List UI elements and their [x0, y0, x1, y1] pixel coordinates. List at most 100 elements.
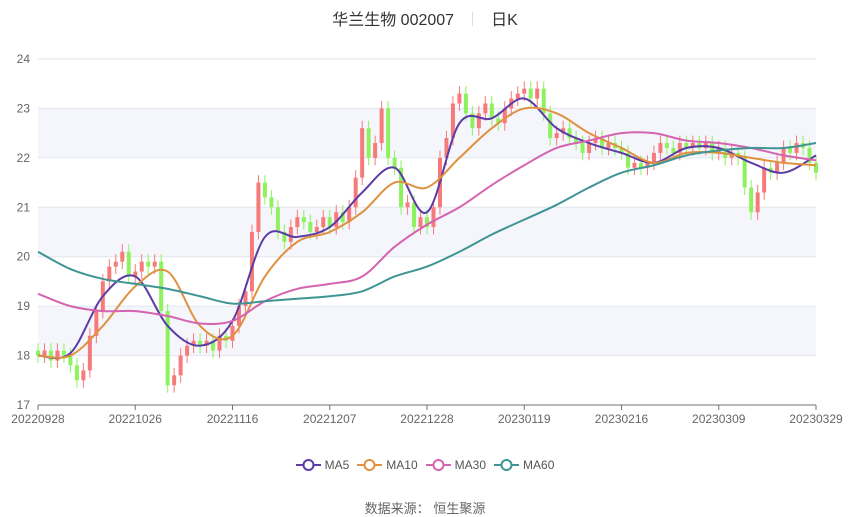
candle-up — [418, 217, 423, 228]
candle-down — [126, 251, 131, 277]
candle-up — [515, 93, 520, 99]
candle-down — [638, 162, 643, 168]
candle-up — [204, 340, 209, 346]
y-tick-label: 17 — [17, 398, 31, 412]
x-tick-label: 20220928 — [11, 412, 65, 426]
candle-up — [606, 143, 611, 148]
candle-down — [574, 138, 579, 144]
candle-down — [308, 222, 313, 232]
candle-down — [68, 355, 73, 366]
legend-marker-icon — [425, 459, 451, 471]
candle-up — [87, 335, 92, 371]
candle-down — [671, 147, 676, 153]
candle-up — [502, 108, 507, 124]
x-tick-label: 20230216 — [595, 412, 649, 426]
candle-up — [794, 143, 799, 153]
candle-down — [600, 138, 605, 148]
candle-up — [295, 217, 300, 228]
candle-up — [444, 138, 449, 158]
legend-item-ma30[interactable]: MA30 — [425, 458, 487, 472]
candle-up — [191, 340, 196, 346]
y-tick-label: 19 — [17, 299, 31, 313]
candle-up — [334, 212, 339, 228]
legend-item-ma10[interactable]: MA10 — [357, 458, 418, 472]
candle-down — [74, 365, 79, 381]
candle-down — [392, 157, 397, 168]
candle-up — [236, 306, 241, 326]
legend-item-ma5[interactable]: MA5 — [295, 458, 350, 472]
data-source: 数据来源： 恒生聚源 — [0, 498, 850, 517]
x-tick-label: 20230329 — [789, 412, 843, 426]
y-tick-label: 21 — [17, 200, 31, 214]
candle-down — [496, 118, 501, 124]
candle-down — [301, 217, 306, 223]
candle-up — [42, 350, 47, 356]
legend-marker-icon — [357, 459, 383, 471]
ma-line-ma5 — [37, 97, 817, 360]
candle-up — [476, 113, 481, 129]
candle-up — [314, 227, 319, 232]
candle-up — [178, 355, 183, 376]
candle-down — [399, 167, 404, 208]
candle-down — [198, 340, 203, 346]
candle-down — [580, 143, 585, 153]
candle-up — [230, 325, 235, 341]
candle-down — [749, 187, 754, 213]
ma-line-ma30 — [37, 131, 817, 326]
y-tick-label: 22 — [17, 151, 31, 165]
candle-down — [327, 217, 332, 228]
candle-up — [172, 375, 177, 386]
candle-up — [120, 251, 125, 262]
candle-down — [814, 162, 818, 173]
candle-up — [139, 261, 144, 272]
candle-up — [113, 261, 118, 267]
legend-label: MA5 — [324, 458, 350, 472]
candle-up — [554, 133, 559, 139]
candle-down — [470, 113, 475, 129]
stock-name: 华兰生物 002007 — [332, 12, 455, 29]
legend-label: MA30 — [454, 458, 487, 472]
candle-up — [347, 207, 352, 223]
candle-down — [262, 182, 267, 198]
candle-down — [412, 202, 417, 228]
legend: MA5 MA10 MA30 MA60 — [0, 458, 850, 475]
candle-down — [425, 217, 429, 228]
candle-down — [463, 93, 468, 114]
candle-up — [217, 335, 222, 351]
ma-line-ma60 — [37, 142, 817, 305]
candle-up — [243, 291, 248, 307]
candle-down — [61, 350, 66, 356]
candle-up — [185, 345, 190, 356]
legend-item-ma60[interactable]: MA60 — [494, 458, 554, 472]
legend-label: MA60 — [523, 458, 555, 472]
candle-down — [48, 350, 53, 361]
candle-down — [36, 350, 40, 356]
candle-up — [457, 93, 462, 104]
x-tick-label: 20221116 — [207, 412, 259, 426]
candle-down — [275, 207, 280, 232]
candle-up — [690, 143, 695, 148]
candle-down — [282, 232, 287, 242]
candle-up — [775, 162, 780, 173]
y-tick-label: 20 — [17, 250, 31, 264]
candle-up — [152, 261, 157, 267]
candle-down — [684, 143, 689, 148]
y-tick-label: 24 — [17, 52, 31, 66]
candle-up — [755, 192, 760, 213]
candle-up — [535, 88, 540, 99]
candle-down — [548, 113, 553, 139]
source-value: 恒生聚源 — [433, 501, 486, 516]
candle-down — [541, 88, 546, 114]
candle-up — [81, 370, 86, 381]
x-tick-label: 20221228 — [400, 412, 454, 426]
x-tick-label: 20221026 — [109, 412, 163, 426]
candle-up — [55, 350, 60, 361]
candle-up — [379, 108, 384, 144]
candle-up — [677, 143, 682, 153]
candle-down — [159, 261, 164, 312]
y-tick-label: 23 — [17, 101, 31, 115]
period-label[interactable]: 日K — [491, 12, 518, 29]
candle-down — [710, 143, 715, 153]
candle-up — [249, 232, 254, 292]
